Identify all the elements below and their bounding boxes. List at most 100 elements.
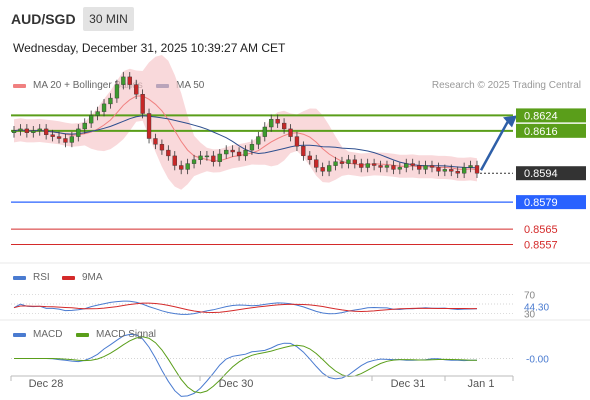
candle-body-51 — [339, 161, 345, 164]
candle-body-4 — [37, 128, 42, 131]
candle-body-7 — [56, 136, 62, 139]
legend-rsi: RSI — [13, 272, 50, 283]
price-label-0: 0.8624 — [524, 110, 558, 122]
candle-body-0 — [11, 130, 17, 133]
candle-body-8 — [63, 138, 68, 143]
candle-body-46 — [307, 155, 312, 160]
candle-body-1 — [18, 128, 23, 131]
candle-body-47 — [314, 159, 319, 168]
legend-macd-signal: MACD Signal — [76, 329, 156, 340]
candle-body-5 — [44, 128, 49, 135]
candle-body-48 — [320, 167, 325, 172]
candle-body-14 — [101, 103, 107, 112]
candle-body-28 — [191, 159, 197, 164]
candle-body-64 — [423, 165, 428, 170]
candle-body-9 — [69, 136, 75, 143]
candle-body-31 — [211, 155, 216, 162]
candle-body-21 — [146, 113, 152, 139]
candle-body-36 — [243, 149, 248, 157]
candle-body-42 — [282, 122, 287, 130]
x-tick-label-1: Dec 30 — [219, 378, 254, 390]
macd-current-label: -0.00 — [526, 355, 549, 366]
candle-body-34 — [230, 149, 235, 153]
price-label-5: 0.8557 — [524, 240, 558, 252]
candle-body-3 — [31, 130, 36, 133]
candle-body-24 — [166, 149, 171, 157]
rsi-swatch — [13, 275, 26, 280]
rsi-ma-swatch — [62, 275, 75, 280]
candle-body-25 — [172, 155, 177, 166]
candle-body-23 — [159, 144, 165, 151]
legend-ma50-label: MA 50 — [176, 80, 205, 91]
symbol-title: AUD/SGD — [11, 11, 76, 27]
candle-body-6 — [50, 134, 55, 137]
price-label-1: 0.8616 — [524, 126, 558, 138]
legend-macd-signal-label: MACD Signal — [96, 329, 157, 340]
candle-body-17 — [121, 76, 126, 85]
candle-body-59 — [391, 165, 396, 170]
candle-body-37 — [249, 144, 255, 151]
candle-body-12 — [88, 115, 94, 124]
candle-body-63 — [417, 165, 422, 170]
macd-swatch — [13, 332, 26, 337]
legend-rsi-label: RSI — [33, 272, 50, 283]
candle-body-56 — [372, 163, 377, 166]
candle-body-30 — [204, 155, 210, 158]
bollinger-band — [14, 55, 477, 190]
candle-body-53 — [352, 159, 357, 164]
candle-body-52 — [346, 159, 351, 164]
candle-body-55 — [365, 163, 370, 168]
price-label-2: 0.8594 — [524, 168, 558, 180]
candle-body-72 — [474, 165, 480, 174]
legend-rsi-ma: 9MA — [62, 272, 103, 283]
legend-macd: MACD — [13, 329, 62, 340]
candle-body-11 — [82, 122, 87, 130]
rsi-ma-line — [13, 302, 477, 314]
candle-body-60 — [397, 167, 402, 170]
forecast-arrow-head — [503, 115, 517, 128]
candle-body-16 — [114, 84, 120, 99]
macd-signal-line — [14, 336, 478, 394]
candle-body-20 — [140, 93, 145, 114]
candle-body-27 — [185, 163, 190, 170]
candle-body-69 — [455, 171, 460, 174]
candle-body-33 — [224, 149, 229, 155]
candle-body-32 — [217, 153, 222, 162]
credit-text: Research © 2025 Trading Central — [431, 80, 581, 91]
legend-ma20: MA 20 + Bollinger Bands — [13, 80, 143, 91]
candle-body-2 — [24, 128, 29, 133]
candle-body-18 — [127, 76, 132, 85]
candle-body-45 — [301, 145, 306, 156]
candle-body-13 — [95, 111, 100, 116]
candle-body-26 — [179, 165, 184, 170]
candle-body-57 — [378, 165, 383, 168]
x-tick-label-2: Dec 31 — [391, 378, 426, 390]
macd-signal-swatch — [76, 332, 89, 337]
x-tick-label-0: Dec 28 — [29, 378, 64, 390]
candle-body-61 — [404, 163, 409, 168]
timeframe-badge[interactable]: 30 MIN — [83, 7, 134, 31]
candle-body-66 — [436, 167, 441, 172]
candle-body-49 — [327, 165, 332, 172]
rsi-current-label: 44.30 — [524, 303, 549, 314]
candle-body-19 — [134, 84, 139, 95]
price-label-4: 0.8565 — [524, 224, 558, 236]
candle-body-35 — [236, 151, 242, 157]
candle-body-62 — [410, 163, 415, 166]
price-tag-3 — [516, 195, 586, 210]
timestamp: Wednesday, December 31, 2025 10:39:27 AM… — [13, 41, 286, 55]
candle-body-41 — [275, 119, 280, 124]
candle-body-15 — [108, 97, 113, 105]
ma20-swatch — [13, 83, 26, 88]
candle-body-22 — [153, 138, 158, 145]
price-tag-0 — [516, 108, 586, 123]
candle-body-38 — [256, 136, 261, 145]
forecast-arrow-shaft — [479, 120, 510, 171]
candle-body-70 — [462, 167, 467, 174]
price-tag-1 — [516, 123, 586, 138]
candle-body-68 — [449, 169, 454, 172]
candle-body-71 — [468, 165, 473, 168]
legend-macd-label: MACD — [33, 329, 63, 340]
rsi-level-70: 70 — [524, 291, 536, 302]
